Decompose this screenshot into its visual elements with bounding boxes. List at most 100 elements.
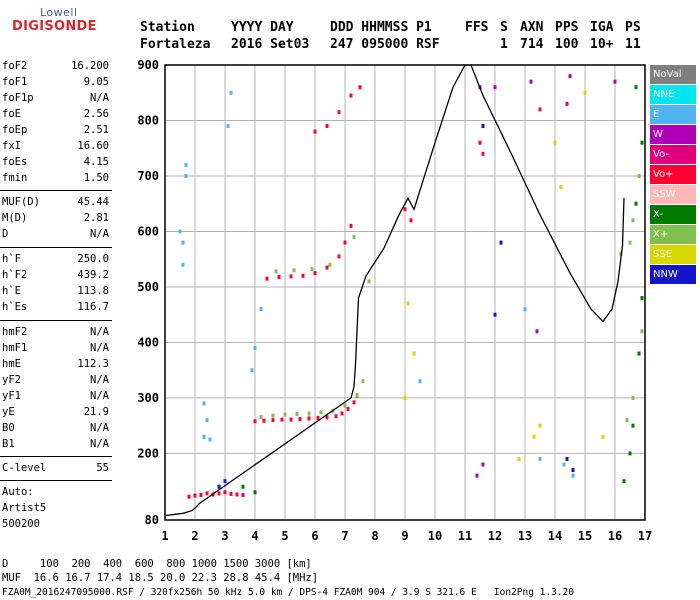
param-row: foF1p N/A	[2, 91, 109, 105]
data-point-e	[205, 418, 209, 423]
data-point-x-minusplus	[361, 379, 365, 384]
data-point-x-minus	[253, 490, 257, 495]
data-point-vo-minusplus	[205, 491, 209, 496]
legend-item-nne: NNE	[650, 85, 696, 104]
x-tick-label: 3	[221, 529, 228, 543]
data-point-vo-minusplus	[565, 101, 569, 106]
footer-distance-row: D 100 200 400 600 800 1000 1500 3000 [km…	[2, 558, 312, 570]
data-point-x-minusplus	[310, 267, 314, 272]
data-point-sse	[406, 301, 410, 306]
param-value: 16.60	[77, 140, 109, 152]
divider	[0, 456, 112, 457]
param-name: foEs	[2, 156, 28, 168]
data-point-x-minus	[634, 85, 638, 90]
param-name: hmF2	[2, 326, 28, 338]
param-value: 2.81	[83, 212, 109, 224]
data-point-nnw	[217, 484, 221, 489]
data-point-x-minusplus	[625, 418, 629, 423]
param-value: 112.3	[77, 358, 109, 370]
data-point-sse	[553, 140, 557, 145]
header-label-station: Station	[140, 20, 195, 35]
header-iga-value: 10+	[590, 37, 614, 52]
param-value: 45.44	[77, 196, 109, 208]
param-value: N/A	[90, 342, 109, 354]
data-point-e	[229, 90, 233, 95]
data-point-e	[523, 307, 527, 312]
param-name: foF1	[2, 76, 28, 88]
data-point-x-minusplus	[628, 240, 632, 245]
header-station-name: Fortaleza	[140, 37, 211, 52]
data-point-x-minus	[637, 351, 641, 356]
legend-item-vo-minus: Vo-	[650, 145, 696, 164]
param-row: foF1 9.05	[2, 75, 109, 89]
param-value: 439.2	[77, 269, 109, 281]
divider	[0, 480, 112, 481]
data-point-vo-minusplus	[223, 490, 227, 495]
param-row: yE 21.9	[2, 405, 109, 419]
data-point-vo-minusplus	[325, 124, 329, 129]
param-row: h`F 250.0	[2, 252, 109, 266]
data-point-e	[202, 401, 206, 406]
data-point-x-minus	[631, 423, 635, 428]
legend-item-x-plus: X+	[650, 225, 696, 244]
param-name: M(D)	[2, 212, 28, 224]
data-point-x-minusplus	[367, 279, 371, 284]
data-point-nnw	[223, 479, 227, 484]
data-point-sse	[601, 434, 605, 439]
data-point-vo-minusplus	[271, 418, 275, 423]
y-tick-label: 400	[137, 335, 159, 349]
data-point-x-minusplus	[295, 412, 299, 417]
plot-frame	[164, 64, 646, 521]
param-row: MUF(D) 45.44	[2, 195, 109, 209]
autoscaling-label: Auto:	[2, 486, 34, 498]
data-point-vo-minusplus	[187, 494, 191, 499]
data-point-vo-minusplus	[325, 415, 329, 420]
data-point-vo-minusplus	[301, 273, 305, 278]
param-name: yF2	[2, 374, 21, 386]
divider	[0, 190, 112, 191]
data-point-e	[571, 473, 575, 478]
logo-lowell-text: Lowell	[40, 6, 78, 19]
param-value: 55	[96, 462, 109, 474]
data-point-vo-minusplus	[199, 493, 203, 498]
param-value: 21.9	[83, 406, 109, 418]
param-value: N/A	[90, 326, 109, 338]
data-point-w	[475, 473, 479, 478]
data-point-w	[481, 462, 485, 467]
data-point-nnw	[499, 240, 503, 245]
data-point-x-minusplus	[319, 410, 323, 415]
y-tick-label: 200	[137, 446, 159, 460]
data-point-sse	[532, 434, 536, 439]
param-name: foEp	[2, 124, 28, 136]
footer-file-info: FZA0M_2016247095000.RSF / 320fx256h 50 k…	[2, 587, 574, 598]
header-ddd-time-p1: 247 095000 RSF	[330, 37, 440, 52]
data-point-vo-minusplus	[289, 417, 293, 422]
data-point-vo-minusplus	[409, 218, 413, 223]
data-point-e	[418, 379, 422, 384]
param-name: B1	[2, 438, 15, 450]
data-point-vo-minusplus	[277, 274, 281, 279]
data-point-vo-minusplus	[313, 271, 317, 276]
param-row: M(D) 2.81	[2, 211, 109, 225]
data-point-sse	[517, 456, 521, 461]
header-label-yyyy-day: YYYY DAY	[231, 20, 294, 35]
data-point-x-minus	[634, 201, 638, 206]
header-axn-value: 714	[520, 37, 544, 52]
param-row: h`F2 439.2	[2, 268, 109, 282]
y-tick-label: 900	[137, 58, 159, 72]
param-name: h`F2	[2, 269, 28, 281]
data-point-w	[613, 79, 617, 84]
param-value: 2.51	[83, 124, 109, 136]
header-label-ddd-hhmmss-p1: DDD HHMMSS P1	[330, 20, 432, 35]
x-tick-label: 4	[251, 529, 258, 543]
x-tick-label: 14	[548, 529, 562, 543]
data-point-x-minus	[640, 140, 644, 145]
param-row: foEs 4.15	[2, 155, 109, 169]
param-name: fxI	[2, 140, 21, 152]
data-point-e	[184, 173, 188, 178]
data-point-vo-minusplus	[403, 207, 407, 212]
data-point-e	[181, 240, 185, 245]
param-row: foE 2.56	[2, 107, 109, 121]
param-value: N/A	[90, 374, 109, 386]
header-label-ffs: FFS	[465, 20, 489, 35]
